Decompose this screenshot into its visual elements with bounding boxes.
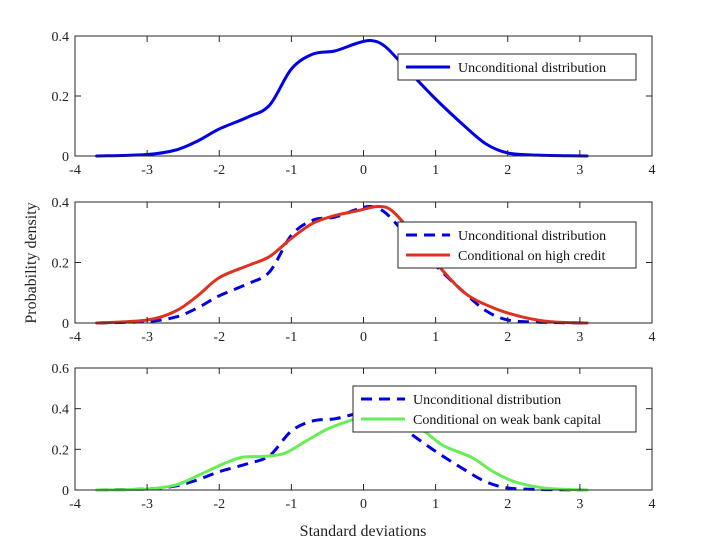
legend-box-2 — [397, 221, 637, 269]
y-tick-label: 0 — [62, 317, 69, 332]
x-tick-label: 3 — [576, 330, 583, 345]
y-tick-label: 0.2 — [52, 90, 70, 105]
x-tick-label: 4 — [649, 497, 656, 512]
x-tick-label: -1 — [286, 497, 298, 512]
legend-label: Unconditional distribution — [458, 61, 606, 76]
series-line-conditional-on-high-credit-panel2 — [95, 205, 589, 325]
x-tick-label: -4 — [69, 330, 81, 345]
x-tick-label: 0 — [360, 497, 367, 512]
y-tick-label: 0.4 — [52, 196, 70, 211]
y-tick-label: 0.2 — [52, 443, 70, 458]
x-tick-label: -1 — [286, 330, 298, 345]
x-tick-label: 4 — [649, 163, 656, 178]
x-tick-label: -3 — [141, 163, 153, 178]
x-tick-label: 1 — [432, 163, 439, 178]
y-tick-label: 0.4 — [52, 403, 70, 418]
legend-label: Conditional on weak bank capital — [413, 413, 601, 428]
x-tick-label: -2 — [213, 330, 225, 345]
y-tick-label: 0 — [62, 150, 69, 165]
x-tick-label: 2 — [504, 497, 511, 512]
x-axis-label: Standard deviations — [300, 523, 427, 540]
legend-box-3 — [352, 385, 637, 433]
series-line-unconditional-distribution-panel1 — [95, 38, 589, 158]
x-tick-label: -1 — [286, 163, 298, 178]
x-tick-label: 4 — [649, 330, 656, 345]
x-tick-label: 0 — [360, 163, 367, 178]
y-tick-label: 0.2 — [52, 257, 70, 272]
x-tick-label: 2 — [504, 330, 511, 345]
legend-label: Unconditional distribution — [458, 229, 606, 244]
x-tick-label: -2 — [213, 163, 225, 178]
x-tick-label: -4 — [69, 497, 81, 512]
x-tick-label: -3 — [141, 497, 153, 512]
y-axis-label: Probability density — [23, 202, 40, 323]
x-tick-label: -4 — [69, 163, 81, 178]
y-tick-label: 0 — [62, 484, 69, 499]
x-tick-label: -3 — [141, 330, 153, 345]
legend-label: Unconditional distribution — [413, 393, 561, 408]
y-tick-label: 0.6 — [52, 362, 70, 377]
x-tick-label: 1 — [432, 330, 439, 345]
x-tick-label: 1 — [432, 497, 439, 512]
y-tick-label: 0.4 — [52, 30, 70, 45]
legend-label: Conditional on high credit — [458, 249, 605, 264]
x-tick-label: 2 — [504, 163, 511, 178]
x-tick-label: -2 — [213, 497, 225, 512]
x-tick-label: 0 — [360, 330, 367, 345]
x-tick-label: 3 — [576, 497, 583, 512]
x-tick-label: 3 — [576, 163, 583, 178]
